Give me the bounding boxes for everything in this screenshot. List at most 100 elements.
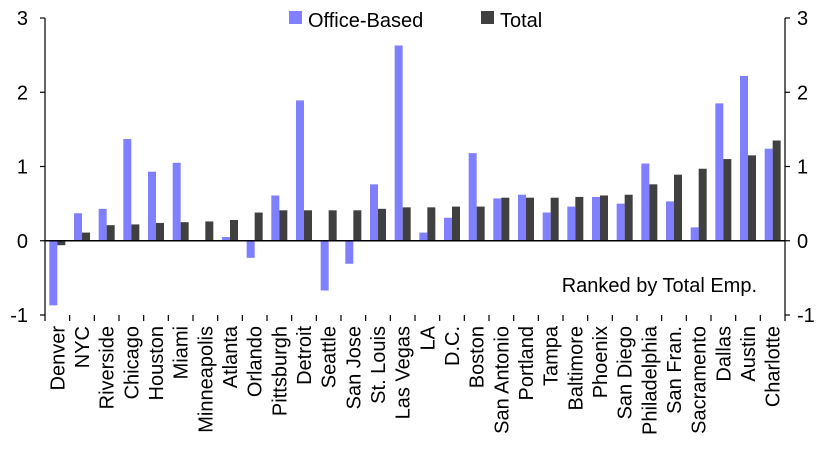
bar-office-based-la: [419, 232, 428, 241]
y-tick-label-left: 0: [17, 231, 28, 253]
x-axis: Denver NYC Riverside Chicago Houston Miami Min…: [44, 315, 786, 435]
x-tick-label-seattle: Seattle: [319, 326, 341, 388]
x-tick-label-dallas: Dallas: [713, 326, 735, 382]
bar-office-based-phoenix: [592, 196, 600, 241]
bar-total-houston: [156, 222, 164, 241]
x-tick-label-d-c: D.C.: [442, 326, 464, 366]
x-tick-label-sacramento: Sacramento: [689, 326, 711, 434]
x-tick-label-phoenix: Phoenix: [590, 326, 612, 398]
y-tick-label-right: 1: [797, 157, 808, 179]
bar-office-based-san-antonio: [493, 198, 502, 241]
bar-total-detroit: [304, 210, 312, 241]
bar-total-riverside: [106, 225, 115, 241]
x-tick-label-la: LA: [417, 325, 439, 350]
y-tick-label-right: 0: [797, 231, 808, 253]
y-axis-right: -1 0 1 2 3: [784, 8, 815, 327]
bar-office-based-sacramento: [690, 227, 699, 241]
bar-total-austin: [748, 155, 756, 241]
y-tick-label-left: -1: [10, 305, 28, 327]
bar-total-atlanta: [230, 219, 238, 241]
bar-total-baltimore: [575, 196, 584, 241]
bar-total-st-louis: [378, 208, 386, 241]
bar-total-d-c: [452, 206, 460, 241]
y-tick-label-left: 2: [17, 82, 28, 104]
bar-office-based-charlotte: [764, 148, 773, 241]
bar-office-based-dallas: [715, 103, 724, 241]
bar-office-based-chicago: [123, 139, 132, 241]
bar-total-tampa: [550, 197, 559, 241]
bar-office-based-nyc: [74, 213, 82, 241]
bar-office-based-san-fran: [666, 201, 674, 241]
bar-office-based-riverside: [98, 208, 107, 241]
legend: Office-Based Total: [289, 10, 542, 32]
legend-label-total: Total: [500, 10, 542, 32]
bar-total-la: [427, 207, 436, 241]
bar-office-based-orlando: [246, 240, 255, 258]
bar-total-boston: [476, 206, 485, 241]
bar-office-based-detroit: [296, 100, 304, 241]
bar-total-phoenix: [600, 195, 608, 241]
bar-office-based-san-jose: [345, 240, 354, 264]
x-tick-label-chicago: Chicago: [121, 326, 143, 399]
x-tick-label-san-fran: San Fran.: [664, 326, 686, 414]
x-tick-label-st-louis: St. Louis: [368, 326, 390, 404]
bar-total-dallas: [723, 159, 732, 241]
x-tick-label-nyc: NYC: [72, 326, 94, 368]
y-tick-label-right: 3: [797, 8, 808, 30]
y-tick-label-right: -1: [797, 305, 815, 327]
x-tick-label-tampa: Tampa: [541, 325, 563, 386]
bar-total-charlotte: [772, 140, 781, 241]
bar-office-based-tampa: [542, 212, 551, 241]
bar-office-based-austin: [740, 75, 748, 241]
bar-total-san-jose: [353, 210, 362, 241]
x-tick-label-minneapolis: Minneapolis: [195, 326, 217, 433]
bar-office-based-portland: [518, 194, 526, 241]
legend-label-office-based: Office-Based: [308, 10, 423, 32]
y-axis-left: -1 0 1 2 3: [10, 8, 46, 327]
x-tick-label-atlanta: Atlanta: [220, 325, 242, 388]
x-tick-label-boston: Boston: [467, 326, 489, 388]
bar-total-san-fran: [674, 174, 682, 241]
bar-total-seattle: [328, 210, 337, 241]
x-tick-label-philadelphia: Philadelphia: [639, 325, 661, 435]
x-tick-label-denver: Denver: [47, 326, 69, 391]
bar-office-based-las-vegas: [394, 45, 403, 241]
x-tick-label-san-antonio: San Antonio: [491, 326, 513, 434]
bar-total-orlando: [254, 212, 263, 241]
bar-office-based-atlanta: [222, 237, 230, 241]
x-tick-label-orlando: Orlando: [245, 326, 267, 397]
bar-office-based-pittsburgh: [271, 195, 280, 241]
x-tick-label-pittsburgh: Pittsburgh: [269, 326, 291, 416]
y-tick-label-left: 3: [17, 8, 28, 30]
bar-office-based-d-c: [444, 217, 452, 241]
bar-total-minneapolis: [205, 221, 214, 241]
legend-swatch-office-based: [289, 11, 302, 24]
x-tick-label-las-vegas: Las Vegas: [393, 326, 415, 419]
x-tick-label-baltimore: Baltimore: [565, 326, 587, 410]
bar-office-based-st-louis: [370, 184, 378, 241]
bar-total-san-diego: [624, 194, 633, 241]
x-tick-label-charlotte: Charlotte: [763, 326, 785, 407]
x-tick-label-san-diego: San Diego: [615, 326, 637, 419]
x-tick-label-houston: Houston: [146, 326, 168, 401]
bar-total-portland: [526, 197, 534, 241]
bar-total-nyc: [82, 232, 90, 241]
x-tick-label-portland: Portland: [516, 326, 538, 401]
bar-total-philadelphia: [649, 184, 658, 241]
bar-office-based-denver: [49, 240, 58, 306]
plot-area: [45, 45, 785, 306]
bar-office-based-philadelphia: [641, 163, 650, 241]
x-tick-label-austin: Austin: [738, 326, 760, 382]
bar-office-based-san-diego: [616, 203, 625, 241]
bar-total-sacramento: [698, 168, 707, 241]
bar-total-miami: [180, 222, 189, 241]
bar-total-san-antonio: [501, 197, 510, 241]
bar-total-denver: [57, 240, 66, 246]
y-tick-label-right: 2: [797, 82, 808, 104]
bar-office-based-miami: [172, 162, 181, 241]
bar-total-chicago: [131, 224, 140, 241]
bar-office-based-baltimore: [567, 206, 576, 241]
bar-office-based-houston: [148, 171, 156, 241]
legend-swatch-total: [481, 11, 494, 24]
